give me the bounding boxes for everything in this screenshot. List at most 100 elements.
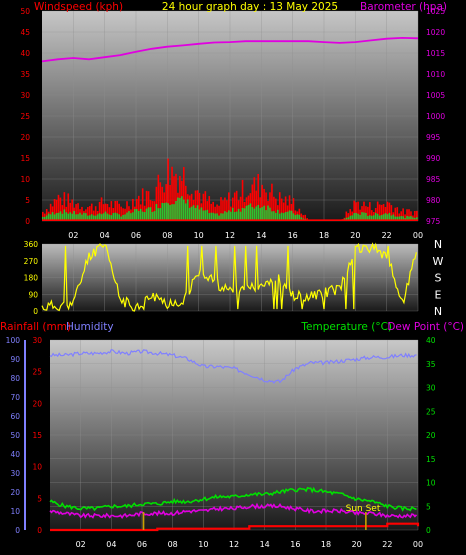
wind-avg-bar — [347, 217, 350, 221]
wind-gust-bar — [132, 198, 134, 221]
wind-avg-bar — [145, 208, 148, 221]
wind-avg-bar — [408, 216, 410, 221]
wind-gust-bar — [253, 177, 256, 221]
wind-gust-bar — [208, 196, 211, 221]
wind-avg-bar — [384, 213, 387, 221]
temperature-label: Temperature (°C) — [300, 321, 392, 333]
rain-tick-label: 30 — [32, 336, 42, 345]
wind-avg-bar — [149, 207, 152, 221]
wind-avg-bar — [108, 214, 111, 221]
wind-gust-bar — [271, 183, 273, 221]
baro-tick-label: 995 — [426, 133, 441, 142]
compass-label: E — [435, 288, 442, 301]
rain-tick-label: 0 — [37, 526, 42, 535]
wind-gust-bar — [137, 195, 140, 221]
wind-avg-bar — [374, 212, 377, 221]
wind-avg-bar — [355, 212, 357, 221]
wind-avg-bar — [175, 200, 177, 221]
wind-gust-bar — [284, 196, 287, 221]
wind-gust-bar — [81, 206, 83, 221]
wind-gust-bar — [357, 201, 359, 221]
wind-avg-bar — [184, 203, 187, 221]
sunset-label: Sun Set — [346, 504, 381, 514]
wind-avg-bar — [241, 207, 244, 221]
wind-gust-bar — [414, 210, 416, 221]
x-tick-label: 12 — [229, 540, 239, 549]
humidity-label: Humidity — [66, 321, 114, 333]
wind-gust-bar — [171, 166, 173, 221]
x-tick-label: 06 — [137, 540, 147, 549]
wind-avg-bar — [369, 215, 371, 221]
wind-avg-bar — [112, 213, 115, 221]
wind-avg-bar — [351, 215, 354, 221]
wind-gust-bar — [269, 192, 271, 221]
wind-avg-bar — [96, 214, 99, 221]
wind-gust-bar — [416, 210, 418, 221]
wind-gust-bar — [349, 209, 352, 221]
wind-avg-bar — [296, 214, 299, 221]
wind-gust-bar — [404, 214, 406, 221]
chart-title: 24 hour graph day : 13 May 2025 — [162, 1, 338, 13]
rain-tick-label: 25 — [32, 368, 42, 377]
wind-gust-bar — [108, 207, 111, 221]
wind-tick-label: 20 — [20, 133, 30, 142]
wind-avg-bar — [220, 213, 222, 221]
wind-gust-bar — [394, 207, 397, 221]
x-tick-label: 18 — [321, 540, 331, 549]
wind-avg-bar — [275, 212, 277, 221]
wind-avg-bar — [245, 205, 248, 221]
baro-tick-label: 1010 — [426, 70, 445, 79]
wind-avg-bar — [412, 217, 414, 221]
wind-avg-bar — [141, 211, 144, 221]
wind-avg-bar — [42, 216, 44, 221]
humidity-tick-label: 100 — [6, 336, 21, 345]
wind-gust-bar — [288, 195, 291, 221]
temperature-tick-label: 15 — [426, 455, 436, 464]
wind-avg-bar — [265, 210, 267, 221]
wind-avg-bar — [159, 208, 162, 221]
humidity-tick-label: 70 — [10, 393, 20, 402]
wind-gust-bar — [216, 204, 218, 221]
wind-gust-bar — [102, 204, 105, 221]
x-tick-label: 22 — [382, 231, 392, 240]
wind-gust-bar — [169, 185, 171, 221]
temperature-tick-label: 5 — [426, 502, 431, 511]
wind-gust-bar — [222, 200, 224, 221]
wind-gust-bar — [402, 208, 404, 221]
dew-point-line — [49, 502, 418, 520]
wind-avg-bar — [143, 212, 146, 221]
wind-avg-bar — [49, 214, 52, 221]
wind-avg-bar — [171, 204, 173, 221]
wind-avg-bar — [57, 212, 60, 221]
wind-gust-bar — [304, 214, 307, 221]
wind-avg-bar — [63, 209, 66, 221]
wind-avg-bar — [134, 209, 136, 221]
wind-avg-bar — [79, 212, 81, 221]
wind-avg-bar — [235, 211, 238, 221]
wind-avg-bar — [181, 196, 183, 221]
temperature-tick-label: 10 — [426, 479, 436, 488]
wind-avg-bar — [104, 211, 107, 221]
wind-avg-bar — [243, 208, 246, 221]
wind-avg-bar — [124, 214, 126, 221]
wind-avg-bar — [231, 207, 234, 221]
wind-gust-bar — [106, 203, 109, 221]
wind-gust-bar — [369, 202, 371, 221]
wind-gust-bar — [194, 190, 197, 221]
wind-gust-bar — [173, 176, 175, 221]
x-tick-label: 22 — [382, 540, 392, 549]
wind-avg-bar — [378, 215, 381, 221]
wind-gust-bar — [126, 201, 128, 221]
wind-avg-bar — [177, 197, 179, 221]
wind-avg-bar — [214, 213, 216, 221]
wind-gust-bar — [89, 206, 91, 221]
wind-gust-bar — [380, 204, 383, 221]
wind-avg-bar — [365, 212, 367, 221]
wind-avg-bar — [198, 209, 201, 221]
wind-avg-bar — [161, 202, 164, 221]
wind-gust-bar — [345, 211, 348, 221]
wind-gust-bar — [212, 201, 214, 221]
direction-tick-label: 0 — [33, 307, 38, 316]
wind-gust-bar — [226, 200, 228, 221]
